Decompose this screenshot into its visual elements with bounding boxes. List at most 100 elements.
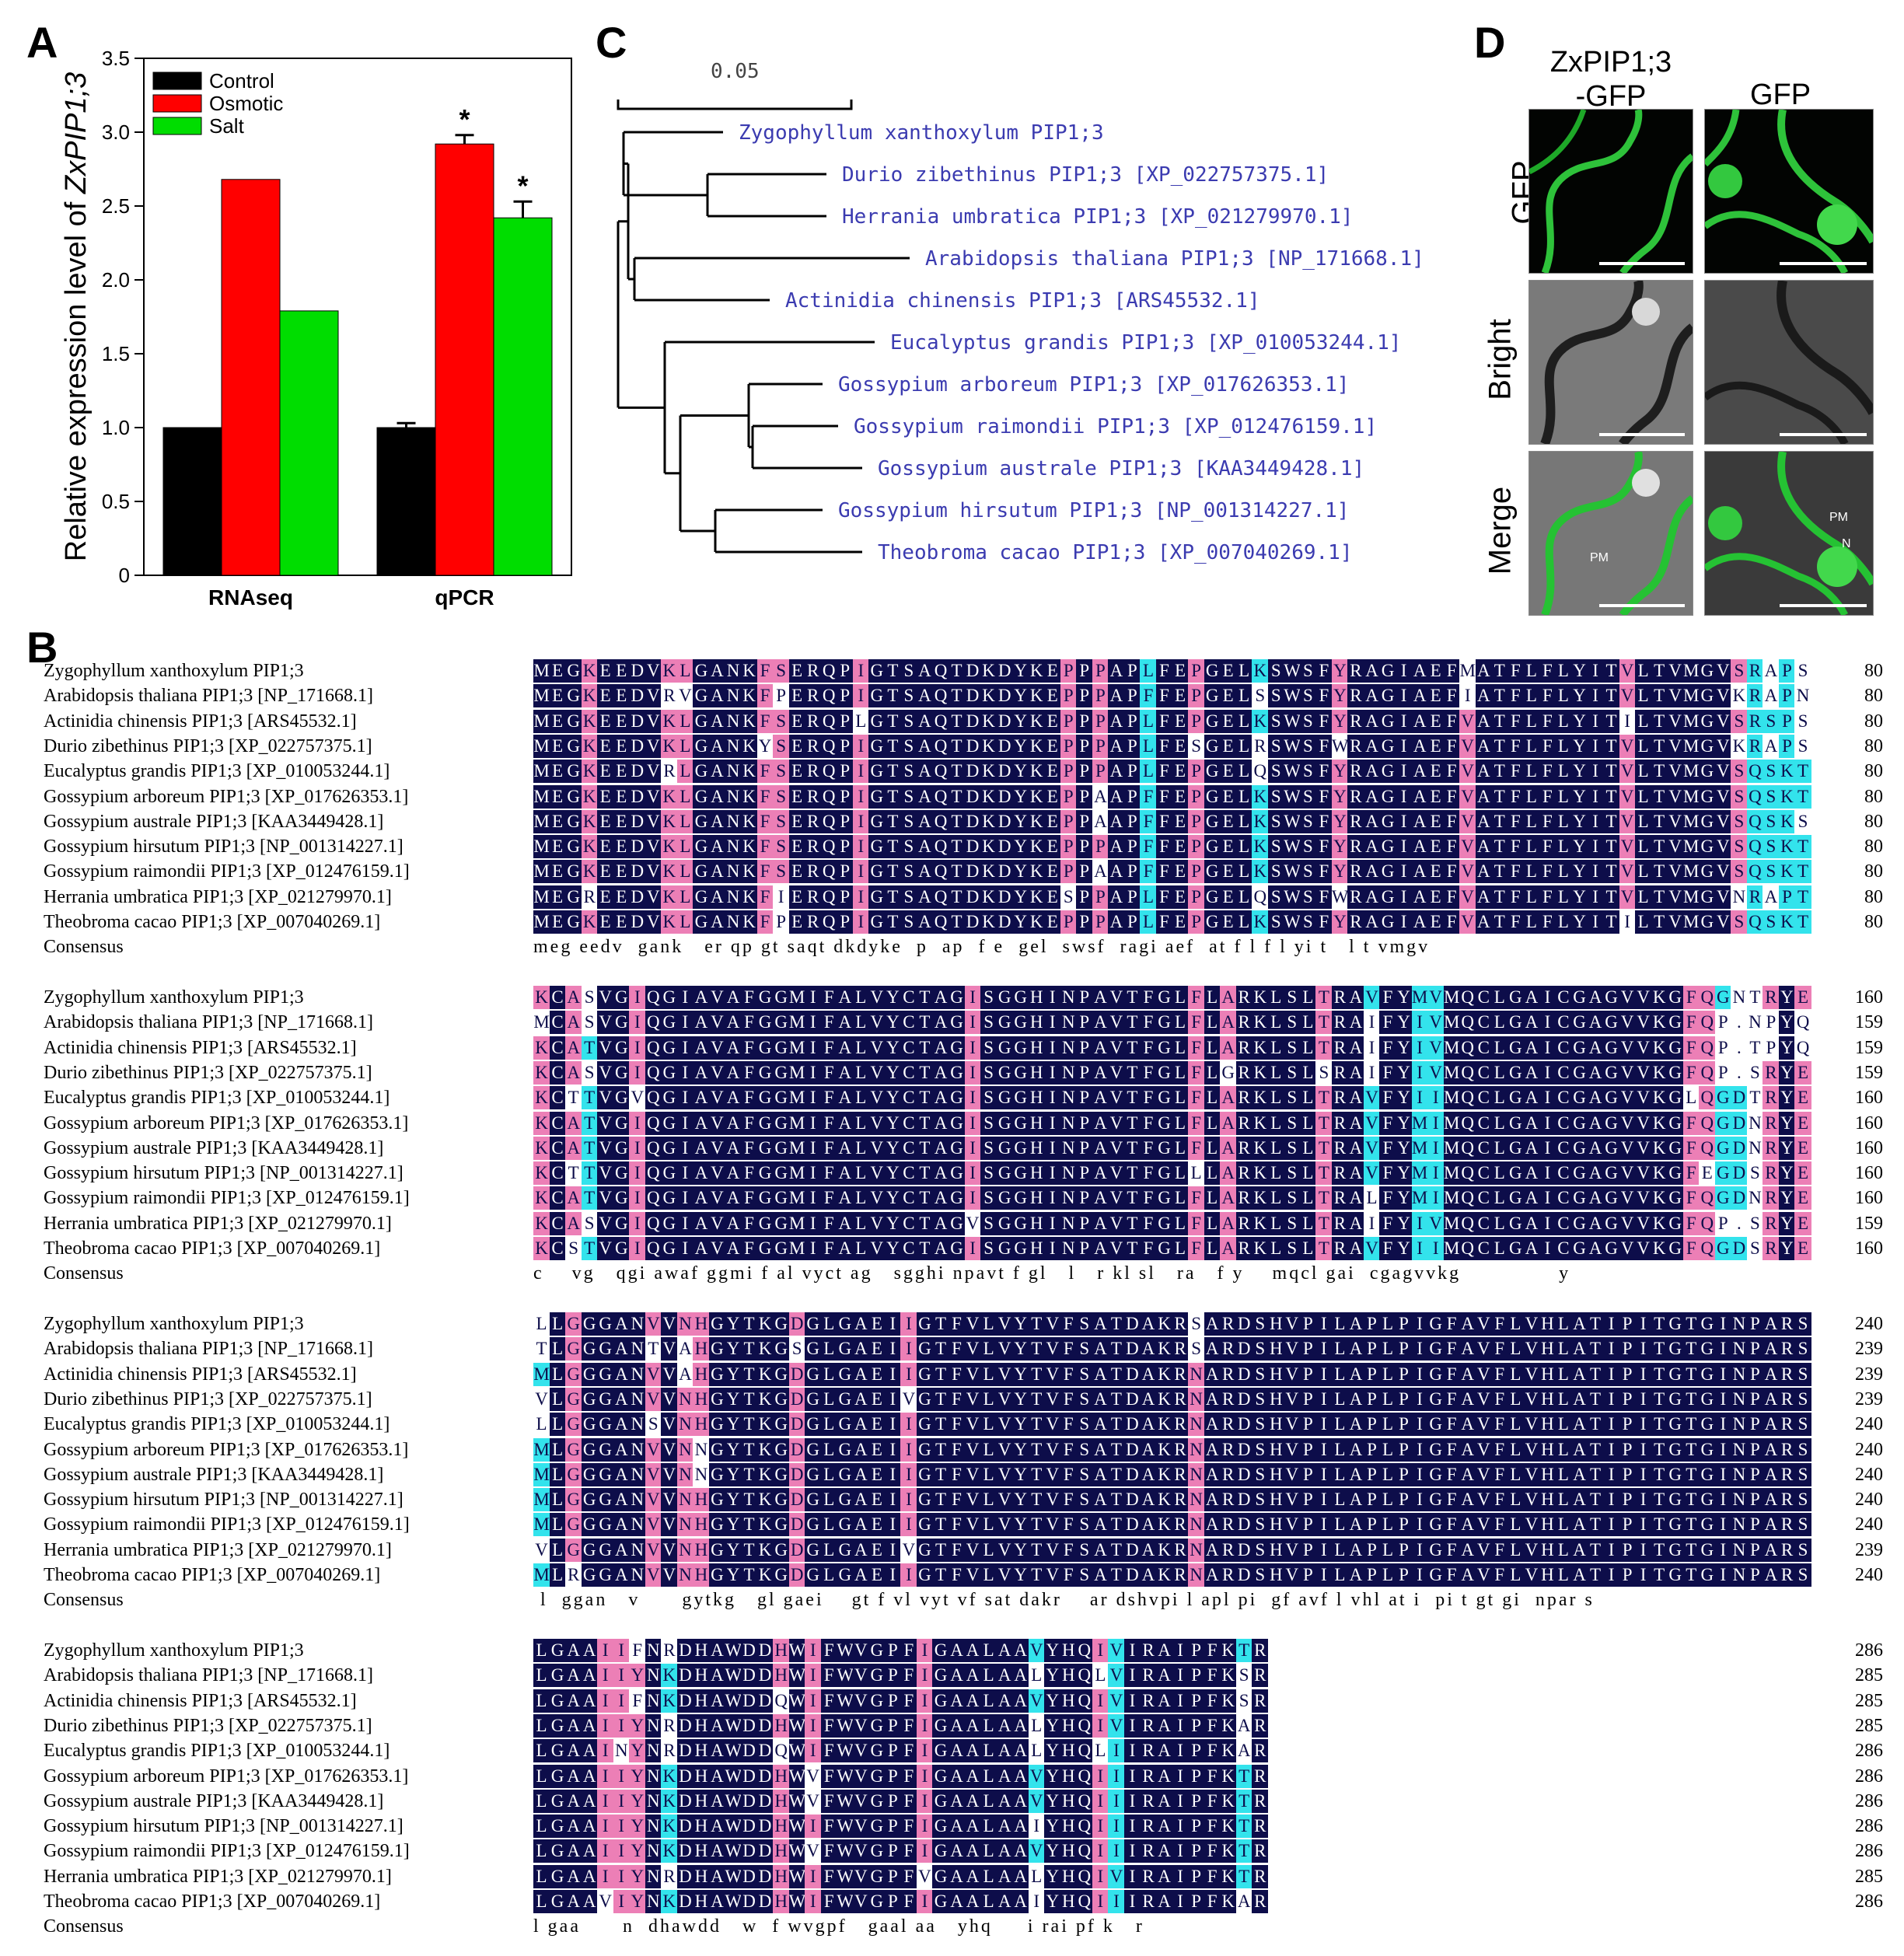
residue: I [900, 1413, 917, 1437]
residue: G [805, 1462, 822, 1486]
residue: T [1491, 684, 1508, 708]
residue: I [676, 1186, 693, 1210]
residue: P [884, 1864, 901, 1888]
residue: L [1299, 1011, 1316, 1035]
residue: S [1746, 1060, 1763, 1085]
residue: V [1108, 986, 1125, 1009]
residue: A [852, 1312, 869, 1336]
residue: G [996, 1186, 1013, 1210]
residue: V [1459, 734, 1476, 758]
residue: K [533, 1186, 550, 1210]
residue: R [1172, 1538, 1189, 1562]
residue: F [1155, 860, 1173, 884]
residue: F [1060, 1387, 1077, 1411]
position-number: 160 [1855, 1188, 1883, 1209]
residue: L [1204, 1211, 1221, 1235]
residue: D [756, 1789, 774, 1813]
residue: Y [725, 1437, 742, 1462]
bar-osmotic-rnaseq [221, 179, 281, 576]
residue: P [1123, 809, 1141, 833]
residue: T [948, 684, 966, 708]
residue: D [996, 709, 1013, 733]
residue: T [1123, 1036, 1141, 1060]
residue: T [740, 1513, 758, 1537]
residue: H [1539, 1387, 1556, 1411]
residue: L [1555, 1312, 1572, 1336]
residue: G [932, 1839, 949, 1863]
residue: I [1044, 1111, 1061, 1135]
residue: D [740, 1890, 758, 1913]
residue: S [773, 659, 790, 683]
residue: K [1252, 1161, 1269, 1186]
residue: I [1172, 1713, 1189, 1738]
residue: W [788, 1890, 805, 1913]
residue: V [1714, 885, 1731, 909]
residue: I [1539, 1237, 1556, 1260]
residue: A [581, 1864, 598, 1888]
residue: L [1299, 986, 1316, 1009]
residue: R [805, 784, 822, 809]
residue: S [1252, 1387, 1269, 1411]
residue: A [1140, 1387, 1157, 1411]
residue: I [613, 1713, 630, 1738]
residue: F [1060, 1538, 1077, 1562]
residue: V [1475, 1312, 1492, 1336]
residue: E [1794, 1186, 1811, 1210]
residue: G [773, 1337, 790, 1361]
residue: N [1060, 1060, 1077, 1085]
residue: M [788, 1060, 805, 1085]
residue: V [1635, 1161, 1652, 1186]
residue: G [1427, 1513, 1445, 1537]
residue: K [1651, 1011, 1668, 1035]
residue: W [725, 1839, 742, 1863]
residue: F [1155, 760, 1173, 784]
residue: G [1699, 1413, 1716, 1437]
position-number: 80 [1864, 837, 1883, 857]
residue: P [1299, 1513, 1316, 1537]
residue: W [1284, 659, 1301, 683]
residue: G [565, 659, 582, 683]
residue: G [868, 1890, 886, 1913]
residue: V [1475, 1513, 1492, 1537]
residue: T [1746, 1086, 1763, 1110]
residue: E [1220, 784, 1237, 809]
sequence-name: Actinidia chinensis PIP1;3 [ARS45532.1] [44, 1037, 357, 1058]
residue: K [533, 1060, 550, 1085]
residue: I [1123, 1789, 1141, 1813]
residue: L [1379, 1513, 1396, 1537]
residue: S [773, 709, 790, 733]
residue: S [1267, 734, 1284, 758]
residue: G [948, 1211, 966, 1235]
residue: G [932, 1815, 949, 1839]
residue: T [1587, 1538, 1604, 1562]
residue: P [1188, 885, 1205, 909]
residue: V [1714, 784, 1731, 809]
residue: L [1555, 1387, 1572, 1411]
residue: D [629, 684, 646, 708]
residue: Q [1699, 1086, 1716, 1110]
residue: K [1028, 885, 1045, 909]
residue: I [1411, 1337, 1428, 1361]
residue: G [597, 1538, 614, 1562]
residue: S [980, 986, 997, 1009]
residue: K [661, 910, 678, 934]
residue: E [788, 885, 805, 909]
residue: P [1076, 734, 1093, 758]
residue: Y [1331, 835, 1348, 859]
sequence-name: Herrania umbratica PIP1;3 [XP_021279970.… [44, 1213, 392, 1234]
residue: Q [645, 1186, 662, 1210]
residue: A [996, 1839, 1013, 1863]
residue: G [996, 1036, 1013, 1060]
residue: G [868, 784, 886, 809]
residue: A [1108, 835, 1125, 859]
residue: F [1204, 1789, 1221, 1813]
residue: L [1523, 760, 1540, 784]
residue: S [980, 1060, 997, 1085]
residue: A [693, 1136, 710, 1160]
sequence-name: Herrania umbratica PIP1;3 [XP_021279970.… [44, 1539, 392, 1560]
residue: K [533, 1136, 550, 1160]
residue: F [1315, 784, 1333, 809]
residue: L [1555, 809, 1572, 833]
